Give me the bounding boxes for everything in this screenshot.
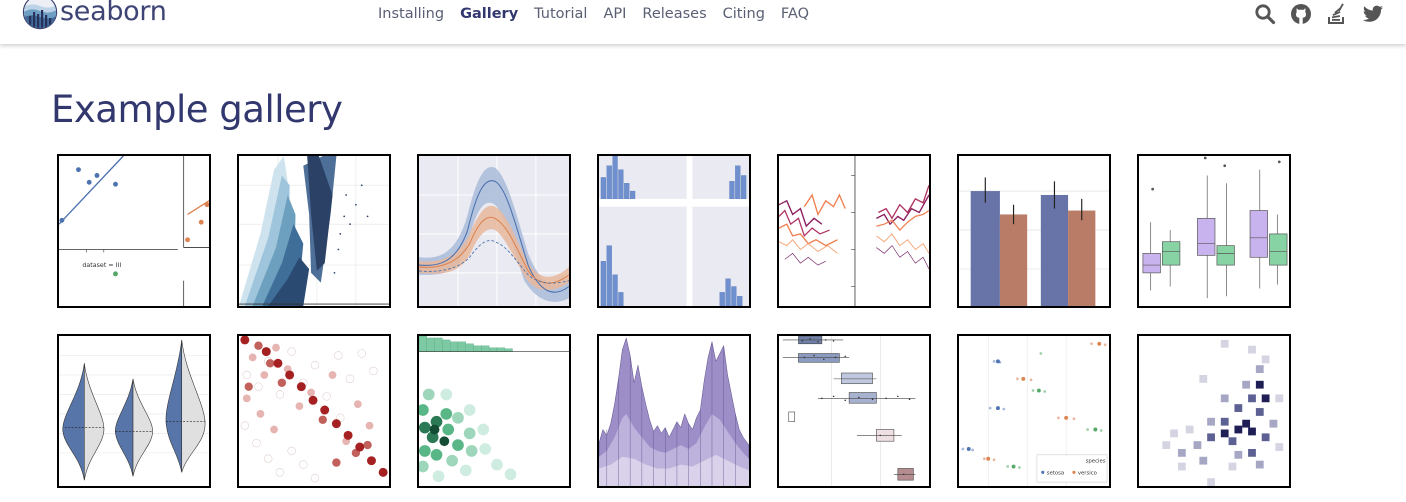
stacked-histogram-thumbnail[interactable] <box>597 334 751 488</box>
pair-grid-thumbnail[interactable] <box>597 154 751 308</box>
split-violin-plot <box>59 336 209 486</box>
brand-name: seaborn <box>60 0 167 27</box>
hexbin-marginal-thumbnail[interactable] <box>417 334 571 488</box>
bivariate-histogram-plot <box>1139 336 1289 486</box>
split-violin-thumbnail[interactable] <box>57 334 211 488</box>
nav-installing[interactable]: Installing <box>378 6 445 22</box>
nav-tutorial[interactable]: Tutorial <box>534 6 588 22</box>
legend-item-versicolor: versico <box>1078 470 1097 476</box>
timeseries-bands-thumbnail[interactable] <box>417 154 571 308</box>
pointplot-strips-plot: species setosa versico <box>959 336 1109 486</box>
legend-title: species <box>1086 459 1106 465</box>
seaborn-logo-icon <box>22 0 58 30</box>
nav-icon-group <box>1240 3 1384 25</box>
nav-api[interactable]: API <box>603 6 627 22</box>
nav-gallery[interactable]: Gallery <box>460 6 519 22</box>
hexbin-marginal-plot <box>419 336 569 486</box>
github-icon[interactable] <box>1290 3 1312 25</box>
scatter-density-thumbnail[interactable] <box>237 154 391 308</box>
horizontal-boxplot-plot <box>779 336 929 486</box>
wide-line-plots-thumbnail[interactable] <box>777 154 931 308</box>
search-icon[interactable] <box>1254 3 1276 25</box>
twitter-icon[interactable] <box>1362 3 1384 25</box>
top-navbar: seaborn Installing Gallery Tutorial API … <box>0 0 1406 44</box>
wide-line-plots-plot <box>779 156 929 306</box>
heatmap-dots-thumbnail[interactable] <box>237 334 391 488</box>
horizontal-boxplot-thumbnail[interactable] <box>777 334 931 488</box>
pointplot-strips-thumbnail[interactable]: species setosa versico <box>957 334 1111 488</box>
anscombes-quartet-thumbnail[interactable]: dataset = III <box>57 154 211 308</box>
anscombes-quartet-plot: dataset = III <box>59 156 209 306</box>
nav-faq[interactable]: FAQ <box>780 6 809 22</box>
stacked-histogram-plot <box>599 336 749 486</box>
heatmap-dots-plot <box>239 336 389 486</box>
timeseries-bands-plot <box>419 156 569 306</box>
grouped-barplot-thumbnail[interactable] <box>957 154 1111 308</box>
legend-item-setosa: setosa <box>1047 470 1065 476</box>
page-title: Example gallery <box>51 88 343 131</box>
grouped-barplot-plot <box>959 156 1109 306</box>
facet-label: dataset = III <box>82 262 121 269</box>
grouped-boxplot-thumbnail[interactable] <box>1137 154 1291 308</box>
grouped-boxplot-plot <box>1139 156 1289 306</box>
nav-releases[interactable]: Releases <box>642 6 707 22</box>
brand-link[interactable]: seaborn <box>22 0 167 30</box>
scatter-density-plot <box>239 156 389 306</box>
stackoverflow-icon[interactable] <box>1326 3 1348 25</box>
pair-grid-plot <box>599 156 749 306</box>
nav-citing[interactable]: Citing <box>722 6 765 22</box>
main-nav: Installing Gallery Tutorial API Releases… <box>370 6 817 22</box>
bivariate-histogram-thumbnail[interactable] <box>1137 334 1291 488</box>
